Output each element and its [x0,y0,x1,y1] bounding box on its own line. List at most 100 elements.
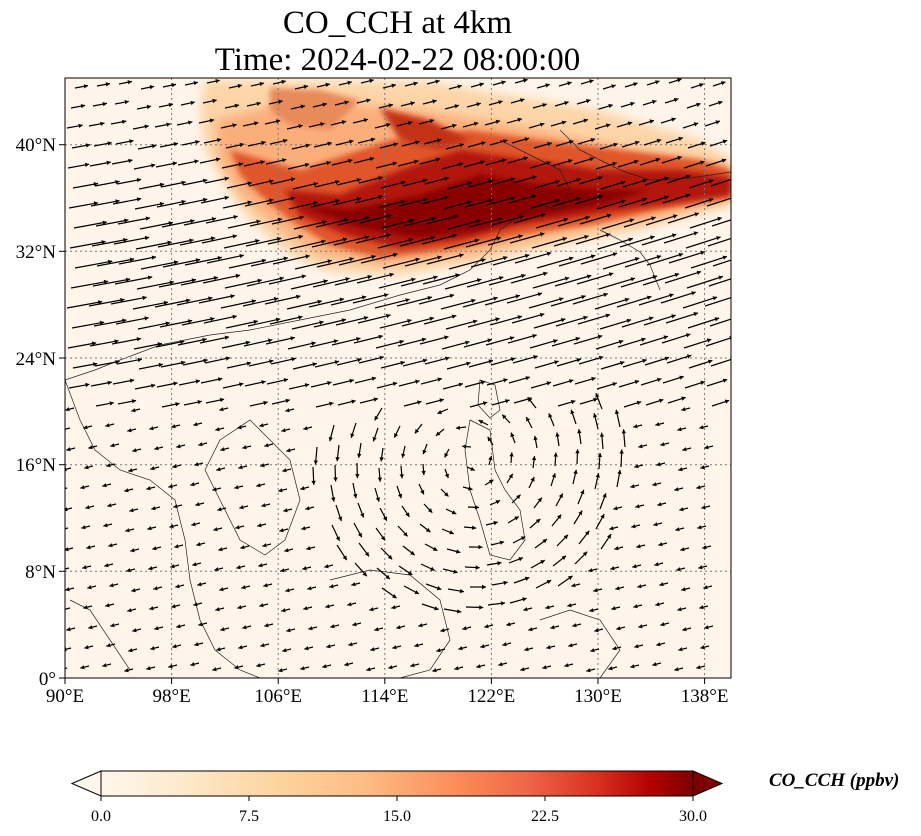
wind-vector-head [605,313,610,318]
wind-vector-head [476,664,481,669]
wind-vector-head [191,522,196,527]
wind-vector-shaft [88,298,125,307]
wind-vector-head [210,317,215,322]
wind-vector-shaft [705,337,731,347]
wind-vector-head [502,414,507,419]
wind-vector-head [563,534,568,540]
wind-vector-shaft [379,319,412,329]
wind-vector-head [378,176,383,181]
wind-vector-head [634,644,639,649]
wind-vector-head [338,516,343,521]
wind-vector-head [474,505,479,510]
wind-vector-head [436,586,442,591]
wind-vector-head [685,333,691,338]
wind-vector-head [383,516,387,521]
wind-vector-head [308,626,313,631]
wind-vector-head [630,484,635,489]
wind-vector-shaft [683,338,712,349]
wind-vector-head [444,452,449,458]
wind-vector-head [216,467,221,472]
wind-vector-head [598,194,603,200]
wind-vector-head [84,465,89,470]
wind-vector-head [342,555,347,561]
wind-vector-head [386,123,391,128]
wind-vector-head [268,338,273,343]
wind-vector-head [660,622,665,627]
wind-vector-head [345,277,350,282]
wind-vector-head [220,627,225,632]
wind-vector-head [286,628,291,633]
wind-vector-head [613,142,618,147]
wind-vector-head [237,425,242,430]
wind-vector-head [261,380,266,385]
wind-vector-head [595,473,600,478]
wind-vector-head [524,576,530,581]
wind-vector-head [102,483,107,488]
wind-vector-head [429,316,434,321]
wind-vector-head [586,99,591,104]
wind-vector-head [86,545,91,550]
wind-vector-shaft [137,322,170,330]
wind-vector-head [127,80,132,85]
wind-vector-shaft [204,357,231,364]
wind-vector-head [78,123,83,128]
wind-vector-head [454,104,459,109]
wind-vector-head [605,123,611,128]
wind-vector-head [699,425,704,430]
wind-vector-shaft [404,256,442,267]
wind-vector-head [568,643,573,648]
wind-vector-shaft [447,219,481,230]
wind-vector-head [392,645,397,650]
wind-vector-shaft [312,277,350,288]
wind-vector-head [238,645,243,650]
wind-vector-head [80,485,85,490]
wind-vector-head [230,294,235,299]
wind-vector-head [168,484,173,489]
wind-vector-head [361,295,367,300]
wind-vector-head [235,525,240,530]
wind-vector-head [280,568,285,573]
wind-vector-head [239,253,244,259]
wind-vector-head [602,493,607,498]
wind-vector-head [109,401,114,406]
wind-vector-shaft [490,357,516,366]
wind-vector-head [510,177,515,182]
wind-vector-shaft [707,237,731,247]
wind-vector-shaft [489,315,523,326]
colorbar-label: CO_CCH (ppbv) [769,770,900,791]
wind-vector-shaft [528,297,564,309]
wind-vector-head [367,274,372,280]
wind-vector-head [484,624,489,629]
wind-vector-shaft [446,362,471,370]
wind-vector-head [635,140,640,145]
wind-vector-head [452,123,457,128]
wind-vector-shaft [266,197,296,205]
wind-vector-head [722,378,728,383]
wind-vector-head [539,122,545,127]
colorbar: 0.0 7.5 15.0 22.5 30.0 [70,770,724,825]
wind-vector-shaft [332,197,362,206]
wind-vector-head [219,407,224,412]
wind-vector-head [568,256,574,261]
wind-vector-head [261,503,266,508]
wind-vector-shaft [157,239,194,248]
wind-vector-shaft [136,281,175,290]
wind-vector-head [195,379,200,384]
wind-vector-head [471,298,476,303]
wind-vector-head [437,410,442,414]
wind-vector-head [167,240,172,245]
wind-vector-shaft [112,198,142,205]
wind-vector-shaft [293,220,327,230]
wind-vector-head [257,278,262,283]
wind-vector-head [279,276,284,281]
wind-vector-head [241,585,246,590]
wind-vector-head [697,525,702,530]
wind-vector-head [488,456,493,461]
wind-vector-head [501,158,507,163]
wind-vector-head [379,457,384,462]
wind-vector-head [115,180,120,185]
wind-vector-head [313,460,318,465]
wind-vector-head [445,356,450,361]
wind-vector-shaft [204,177,230,184]
wind-vector-shaft [533,318,566,329]
